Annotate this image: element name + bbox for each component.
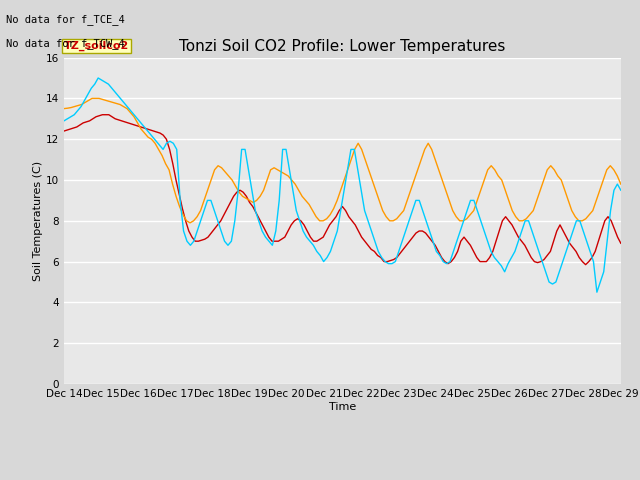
Tree -8cm [428, 146, 436, 152]
Open -8cm [223, 205, 231, 211]
Open -8cm [60, 128, 68, 134]
X-axis label: Time: Time [329, 402, 356, 412]
Tree2 -8cm [94, 75, 102, 81]
Line: Tree2 -8cm: Tree2 -8cm [64, 78, 621, 292]
Open -8cm [476, 259, 484, 264]
Tree -8cm [375, 198, 383, 204]
Tree -8cm [596, 187, 604, 193]
Open -8cm [259, 222, 266, 228]
Text: No data for f_TCE_4: No data for f_TCE_4 [6, 14, 125, 25]
Tree2 -8cm [470, 198, 477, 204]
Open -8cm [99, 112, 106, 118]
Tree -8cm [522, 216, 530, 222]
Open -8cm [534, 260, 541, 265]
Tree -8cm [88, 96, 96, 101]
Tree -8cm [60, 106, 68, 111]
Tree2 -8cm [617, 187, 625, 193]
Text: No data for f_TCW_4: No data for f_TCW_4 [6, 38, 125, 49]
Tree2 -8cm [60, 118, 68, 124]
Tree -8cm [617, 181, 625, 187]
Tree2 -8cm [289, 187, 297, 193]
Open -8cm [617, 240, 625, 246]
Tree -8cm [176, 204, 184, 209]
Open -8cm [428, 239, 436, 244]
Tree -8cm [225, 173, 232, 179]
Tree2 -8cm [494, 259, 502, 264]
Tree -8cm [186, 220, 194, 226]
Title: Tonzi Soil CO2 Profile: Lower Temperatures: Tonzi Soil CO2 Profile: Lower Temperatur… [179, 39, 506, 54]
Tree2 -8cm [149, 134, 157, 140]
Tree2 -8cm [330, 239, 338, 244]
Open -8cm [582, 262, 589, 267]
Text: TZ_soilco2: TZ_soilco2 [64, 41, 129, 51]
Open -8cm [108, 114, 116, 120]
Tree2 -8cm [596, 279, 604, 285]
Tree2 -8cm [593, 289, 601, 295]
Y-axis label: Soil Temperatures (C): Soil Temperatures (C) [33, 161, 43, 281]
Line: Tree -8cm: Tree -8cm [64, 98, 621, 223]
Line: Open -8cm: Open -8cm [64, 115, 621, 264]
